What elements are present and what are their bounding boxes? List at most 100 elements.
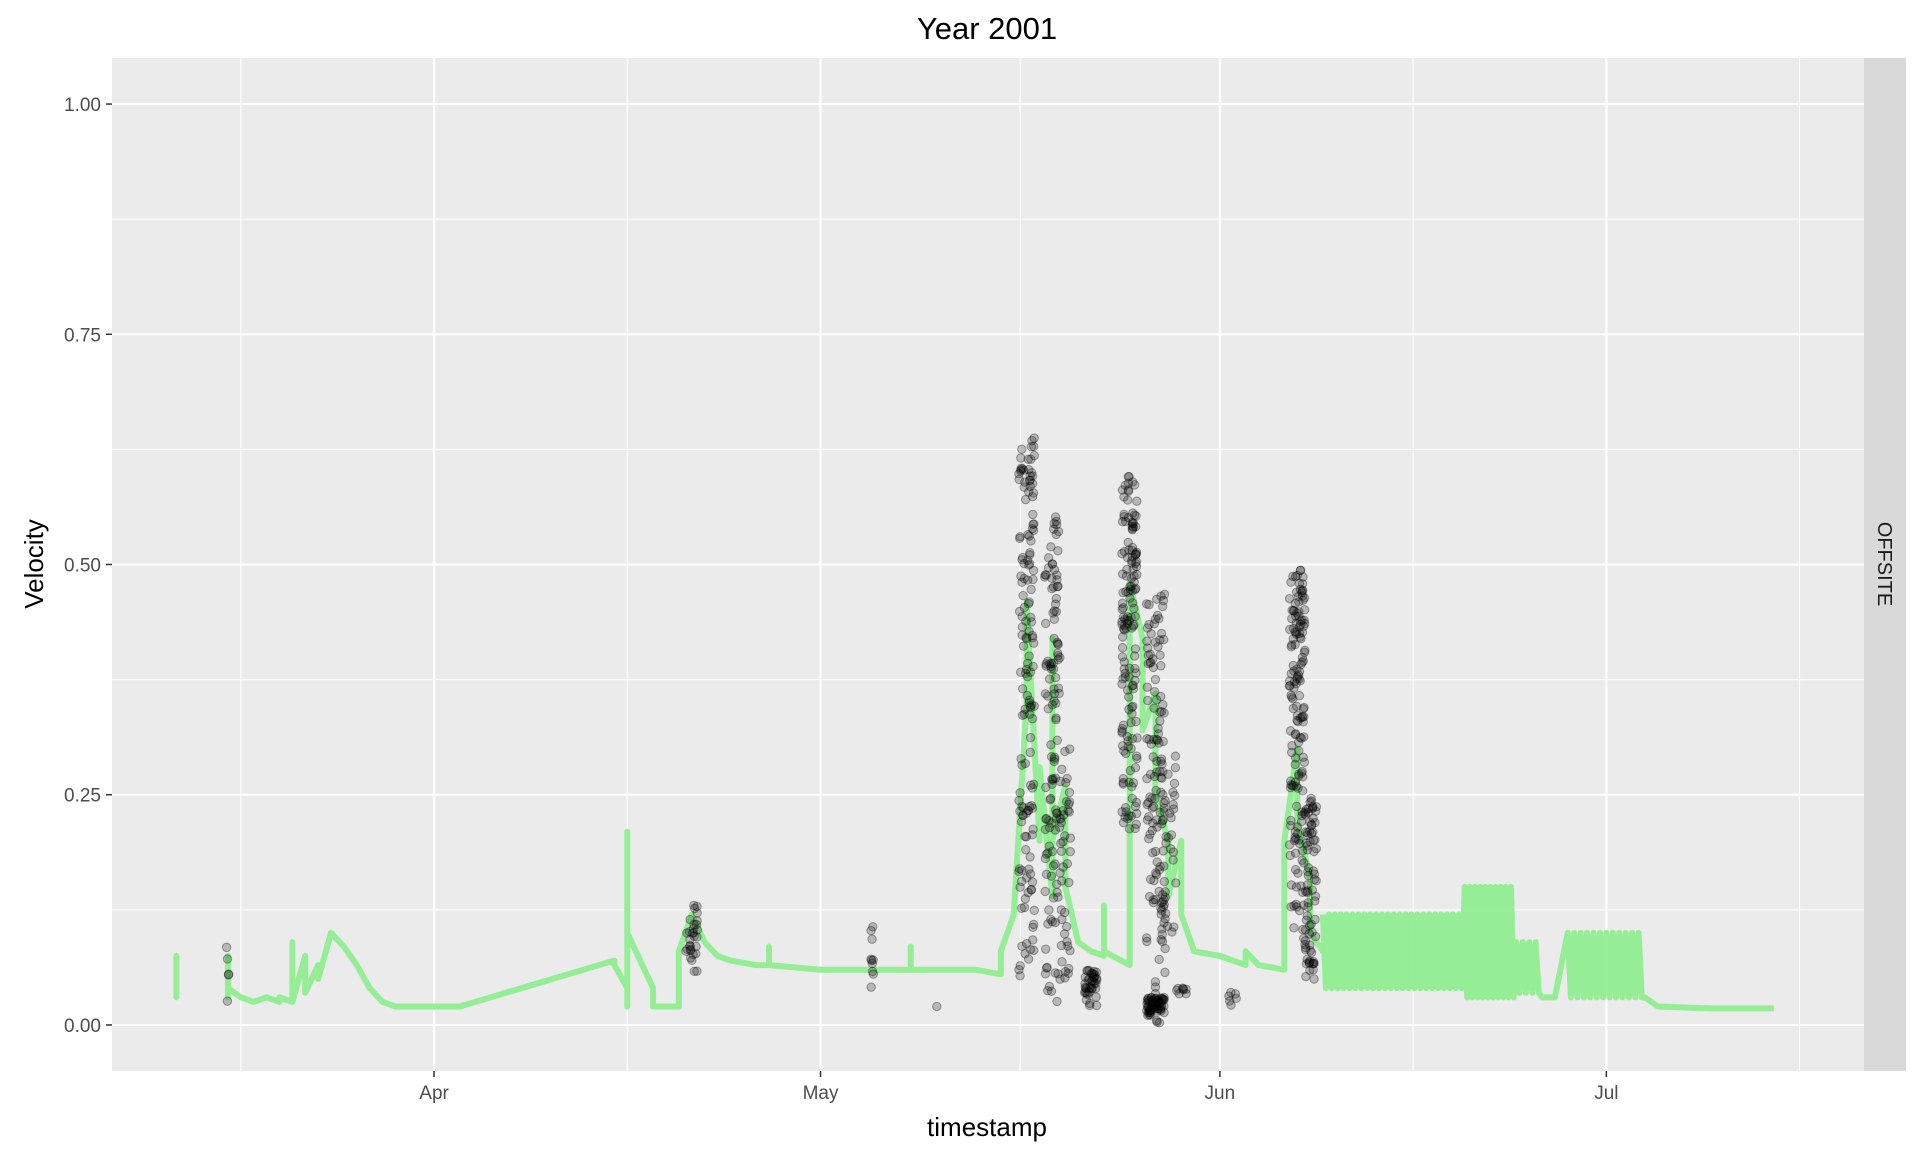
velocity-point [1090,983,1101,994]
velocity-point [1041,814,1051,825]
velocity-point [222,954,233,964]
velocity-point [1142,936,1152,947]
velocity-point [1143,797,1154,808]
velocity-point [1022,575,1033,585]
velocity-point [1028,519,1038,530]
velocity-point [1117,741,1128,751]
velocity-point [1295,565,1306,576]
velocity-point [1049,633,1059,644]
velocity-point [1042,962,1052,973]
velocity-point [1029,905,1039,916]
velocity-point [1062,773,1072,784]
velocity-point [1123,587,1133,598]
velocity-point [1294,674,1304,684]
velocity-point [1295,713,1306,723]
velocity-point [1052,581,1063,592]
velocity-point [1291,729,1301,739]
velocity-point [1047,583,1057,594]
velocity-point [1122,612,1133,622]
velocity-point [1226,1000,1236,1010]
velocity-point [1143,1001,1154,1012]
velocity-point [1048,774,1058,784]
velocity-point [1291,587,1302,597]
velocity-point [1145,1007,1155,1018]
velocity-point [1126,717,1136,728]
velocity-point [692,966,702,976]
velocity-point [1306,820,1317,831]
velocity-point [1029,519,1039,529]
velocity-point [1143,1010,1153,1020]
velocity-point [1047,559,1057,569]
velocity-point [1060,967,1071,977]
velocity-point [686,944,696,955]
velocity-point [1148,897,1159,908]
velocity-point [1127,551,1138,562]
velocity-point [1156,707,1167,717]
velocity-point [1150,998,1160,1008]
velocity-point [1168,804,1179,814]
velocity-point [1128,680,1138,691]
velocity-point [1291,801,1302,812]
velocity-point [1295,732,1305,743]
velocity-point [1147,1001,1158,1012]
velocity-point [1029,441,1039,452]
velocity-point [1308,959,1318,969]
velocity-point [1295,584,1306,595]
velocity-point [1028,935,1038,945]
velocity-point [868,922,878,932]
velocity-point [1159,899,1169,910]
velocity-point [1131,549,1141,560]
velocity-point [1057,876,1067,886]
velocity-point [1054,688,1064,699]
velocity-point [1154,1018,1165,1028]
velocity-point [1126,612,1136,622]
velocity-point [1017,555,1027,565]
velocity-point [1059,907,1070,918]
velocity-point [1295,616,1306,626]
velocity-point [1152,610,1163,621]
velocity-point [1166,812,1176,823]
velocity-point [1026,454,1036,464]
velocity-point [1160,943,1170,954]
velocity-point [1224,996,1235,1006]
velocity-point [1155,707,1165,717]
velocity-point [1144,996,1155,1006]
velocity-point [1305,797,1315,808]
velocity-point [1025,944,1036,955]
velocity-point [1300,827,1311,837]
velocity-point [1290,848,1301,858]
velocity-point [1132,569,1142,580]
velocity-point [1126,573,1137,583]
velocity-point [1302,845,1313,855]
velocity-point [1123,478,1134,488]
velocity-point [1160,887,1170,897]
velocity-point [1047,818,1057,828]
velocity-point [866,954,876,964]
velocity-point [1308,813,1318,823]
velocity-point [1085,998,1095,1009]
velocity-point [1178,985,1189,995]
velocity-point [1292,664,1302,674]
velocity-point [1127,555,1137,566]
velocity-point [1308,956,1319,967]
velocity-point [1060,973,1070,983]
y-axis-title: Velocity [19,519,49,609]
velocity-point [1142,682,1153,692]
velocity-points [221,433,1322,1028]
velocity-point [1086,983,1097,994]
velocity-point [1168,855,1178,865]
velocity-point [1153,1001,1163,1012]
velocity-point [1043,563,1054,573]
velocity-point [1086,969,1097,979]
velocity-point [1020,948,1030,959]
velocity-point [1285,850,1295,861]
velocity-point [1292,715,1302,726]
velocity-point [687,955,697,966]
velocity-point [1118,773,1129,784]
velocity-point [1157,816,1168,826]
velocity-point [1051,814,1062,824]
velocity-point [1044,841,1054,851]
velocity-point [1027,714,1038,724]
velocity-point [1167,927,1177,937]
velocity-point [1051,879,1062,889]
